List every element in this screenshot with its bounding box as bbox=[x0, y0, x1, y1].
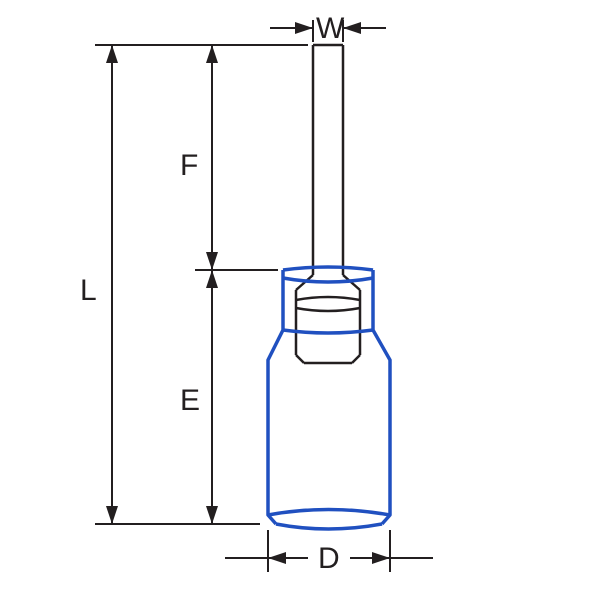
label-l: L bbox=[80, 274, 97, 307]
terminal-dimension-diagram: W L F E D bbox=[0, 0, 600, 600]
label-f: F bbox=[180, 149, 198, 182]
dimension-f: F bbox=[180, 45, 278, 270]
label-w: W bbox=[316, 12, 345, 45]
label-e: E bbox=[180, 384, 200, 417]
crimp-barrel bbox=[296, 290, 360, 363]
insulation-sleeve bbox=[268, 267, 390, 529]
dimension-d: D bbox=[225, 530, 433, 575]
label-d: D bbox=[318, 542, 340, 575]
pin-post bbox=[296, 45, 360, 290]
dimension-e: E bbox=[180, 270, 218, 524]
dimension-l: L bbox=[80, 45, 308, 524]
dimension-w: W bbox=[270, 12, 386, 45]
